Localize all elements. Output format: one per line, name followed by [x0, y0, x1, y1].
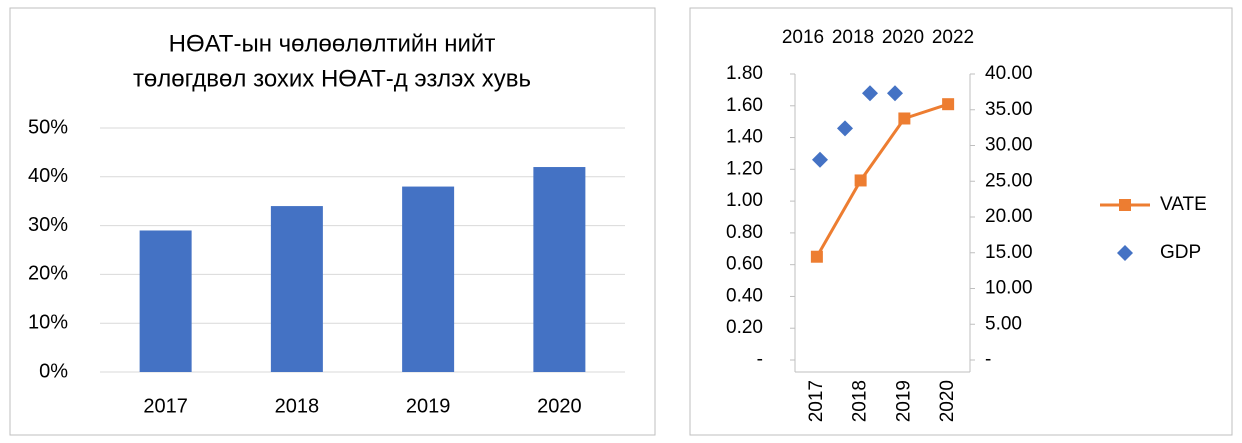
marker: [898, 112, 911, 125]
marker: [887, 85, 903, 102]
x-tick-label: 2018: [275, 395, 320, 417]
legend-label: GDP: [1160, 242, 1201, 263]
x-tick-label: 2020: [537, 395, 582, 417]
y2-tick-label: 10.00: [985, 278, 1033, 299]
y-tick-label: 40%: [28, 165, 68, 187]
y2-tick-label: 40.00: [985, 63, 1033, 84]
y-tick-label: 0.40: [726, 285, 763, 306]
y2-tick-label: 20.00: [985, 206, 1033, 227]
y-tick-label: 1.60: [726, 95, 763, 116]
chart-title: төлөгдвөл зохих НӨАТ-д эзлэх хувь: [133, 65, 531, 92]
bar: [270, 206, 323, 372]
y2-tick-label: 15.00: [985, 242, 1033, 263]
y-tick-label: 0.20: [726, 317, 763, 338]
x-tick-label: 2019: [406, 395, 451, 417]
y-tick-label: 30%: [28, 214, 68, 236]
y-tick-label: 1.20: [726, 158, 763, 179]
y2-tick-label: 35.00: [985, 99, 1033, 120]
x-tick-label: 2017: [143, 395, 188, 417]
legend-marker: [1117, 245, 1133, 261]
y2-tick-label: -: [985, 349, 991, 370]
y-tick-label: -: [757, 349, 763, 370]
y2-tick-label: 30.00: [985, 135, 1033, 156]
y-tick-label: 0.60: [726, 254, 763, 275]
line: [815, 102, 949, 258]
x2-tick-label: 2018: [832, 27, 874, 48]
marker: [942, 98, 955, 111]
chart-title: НӨАТ-ын чөлөөлөлтийн нийт: [169, 30, 496, 57]
y-tick-label: 0%: [39, 360, 68, 382]
x-tick-label: 2018: [850, 380, 871, 422]
x2-tick-label: 2022: [932, 27, 974, 48]
x-tick-label: 2020: [937, 380, 958, 422]
x-tick-label: 2017: [806, 380, 827, 422]
bar: [533, 167, 586, 372]
y-tick-label: 0.80: [726, 222, 763, 243]
marker: [837, 120, 853, 137]
x2-tick-label: 2016: [782, 27, 824, 48]
legend-label: VATE: [1160, 194, 1207, 215]
y-tick-label: 1.80: [726, 63, 763, 84]
y2-tick-label: 5.00: [985, 313, 1022, 334]
bar: [402, 186, 455, 372]
y-tick-label: 50%: [28, 116, 68, 138]
bar: [139, 230, 192, 372]
x2-tick-label: 2020: [882, 27, 924, 48]
y-tick-label: 20%: [28, 263, 68, 285]
marker: [862, 85, 878, 102]
y-tick-label: 1.40: [726, 127, 763, 148]
y2-tick-label: 25.00: [985, 170, 1033, 191]
marker: [812, 151, 828, 168]
marker: [854, 174, 867, 187]
marker: [810, 250, 823, 263]
chart-frame: [689, 7, 1233, 436]
x-tick-label: 2019: [893, 380, 914, 422]
y-tick-label: 1.00: [726, 190, 763, 211]
y-tick-label: 10%: [28, 311, 68, 333]
legend-marker: [1119, 199, 1131, 211]
